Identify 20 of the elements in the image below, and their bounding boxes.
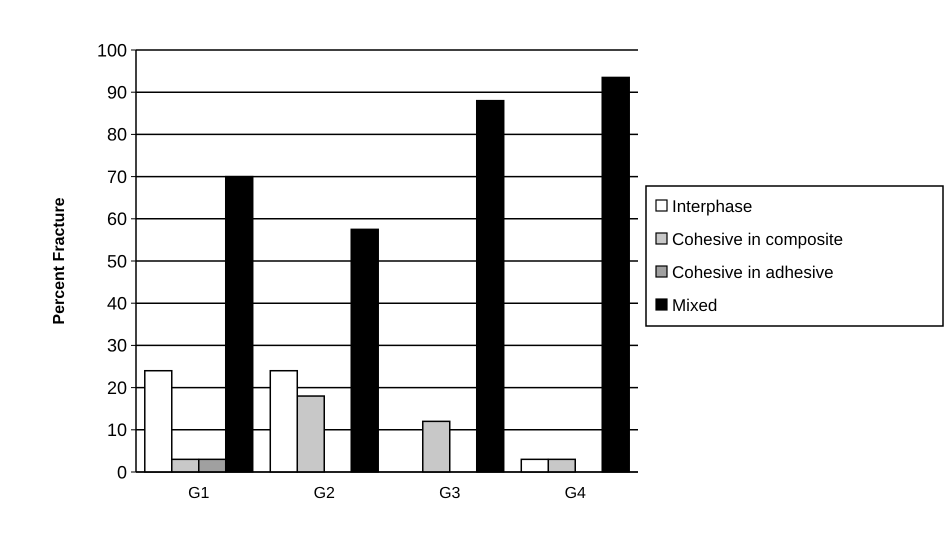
legend-label: Interphase (672, 196, 752, 216)
legend-label: Cohesive in composite (672, 230, 844, 249)
x-tick-label: G2 (314, 485, 336, 502)
y-tick-label: 70 (106, 166, 127, 187)
y-tick-label: 100 (96, 40, 127, 60)
y-tick-label: 10 (106, 420, 127, 440)
y-tick-label: 30 (106, 336, 127, 356)
y-tick-label: 0 (116, 462, 127, 482)
y-tick-label: 80 (106, 124, 127, 145)
y-tick-label: 50 (106, 251, 127, 272)
legend-label: Mixed (672, 296, 718, 315)
y-tick-label: 90 (106, 82, 127, 102)
y-tick-label: 20 (106, 378, 127, 398)
y-axis-title: Percent Fracture (51, 197, 68, 325)
x-tick-label: G3 (439, 485, 461, 502)
y-tick-label: 40 (106, 294, 127, 314)
x-tick-label: G1 (188, 485, 210, 502)
legend-label: Cohesive in adhesive (672, 262, 834, 282)
x-tick-label: G4 (564, 485, 586, 502)
y-tick-label: 60 (106, 209, 127, 230)
